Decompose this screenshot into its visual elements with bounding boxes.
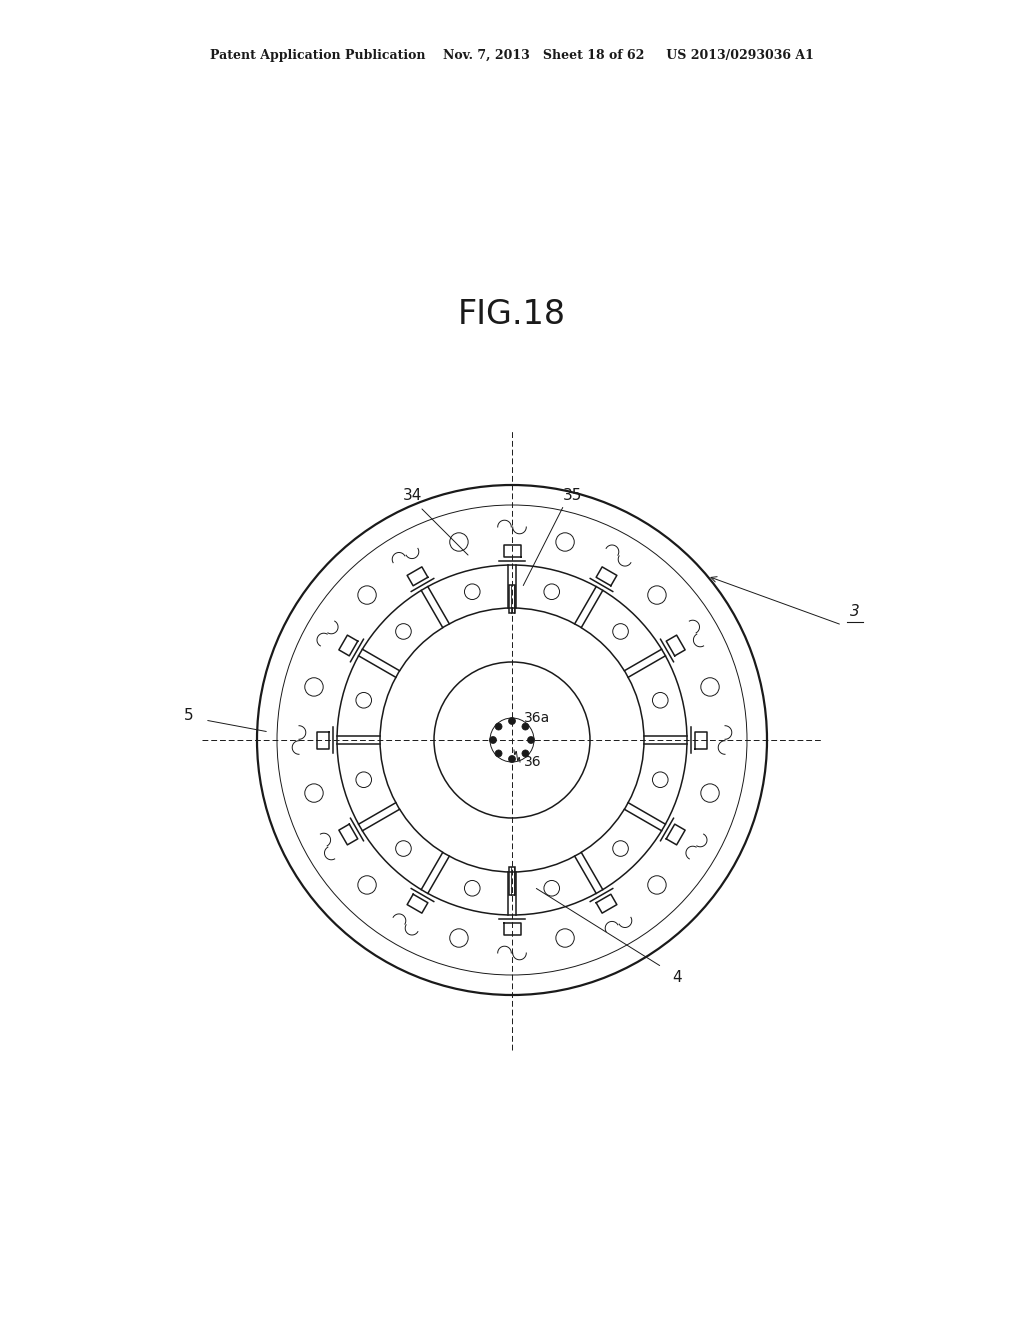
Circle shape	[495, 750, 502, 756]
Text: 35: 35	[562, 487, 582, 503]
Text: FIG.18: FIG.18	[458, 298, 566, 331]
Circle shape	[522, 723, 529, 730]
Text: 34: 34	[402, 487, 422, 503]
Text: 4: 4	[672, 969, 682, 985]
Text: 36: 36	[524, 755, 542, 770]
Circle shape	[509, 755, 515, 763]
Circle shape	[527, 737, 535, 743]
Circle shape	[495, 723, 502, 730]
Circle shape	[509, 718, 515, 725]
Text: 3: 3	[850, 605, 860, 619]
Circle shape	[522, 750, 529, 756]
Circle shape	[489, 737, 497, 743]
Text: Patent Application Publication    Nov. 7, 2013   Sheet 18 of 62     US 2013/0293: Patent Application Publication Nov. 7, 2…	[210, 49, 814, 62]
Text: 36a: 36a	[524, 711, 550, 725]
Text: 5: 5	[184, 709, 194, 723]
